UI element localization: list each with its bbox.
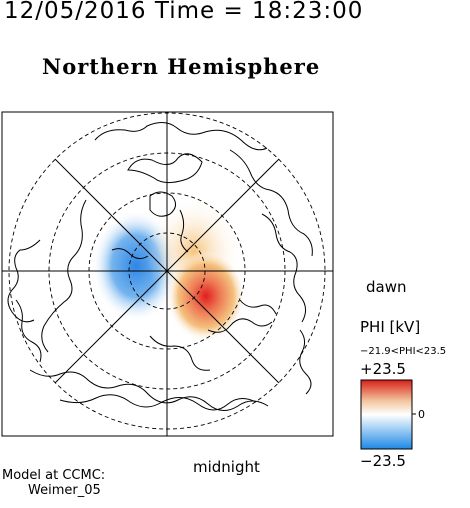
model-credit-line2: Weimer_05 [28, 483, 101, 498]
colorbar-max-label: +23.5 [360, 360, 406, 378]
model-credit-line1: Model at CCMC: [2, 468, 106, 483]
datetime-title: 12/05/2016 Time = 18:23:00 [4, 0, 364, 24]
coastlines [7, 122, 313, 411]
positive-potential-cell [162, 250, 242, 342]
dawn-label: dawn [366, 278, 407, 296]
colorbar-range: −21.9<PHI<23.5 [360, 346, 447, 357]
polar-map [1, 111, 334, 437]
hemisphere-title: Northern Hemisphere [42, 54, 321, 79]
colorbar: 0 [360, 379, 425, 450]
model-credit: Model at CCMC: Weimer_05 [2, 468, 105, 498]
midnight-label: midnight [193, 458, 260, 476]
colorbar-zero-label: 0 [418, 408, 425, 421]
colorbar-gradient [360, 379, 413, 450]
colorbar-title: PHI [kV] [360, 318, 421, 336]
colorbar-min-label: −23.5 [360, 452, 406, 470]
meridian-lines [2, 112, 333, 436]
